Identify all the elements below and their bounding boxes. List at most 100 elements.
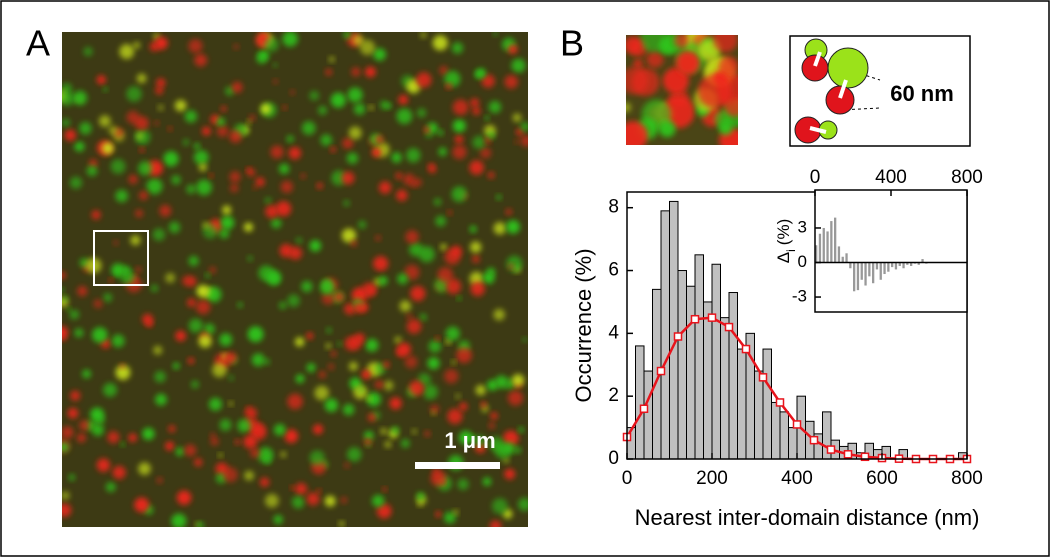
fluorescence-spot xyxy=(348,126,362,140)
fluorescence-spot xyxy=(447,210,453,215)
fluorescence-spot xyxy=(484,115,490,121)
fluorescence-spot xyxy=(490,412,498,420)
fluorescence-spot xyxy=(398,94,409,105)
fluorescence-spot xyxy=(410,285,426,302)
fluorescence-spot xyxy=(273,62,278,68)
fluorescence-spot xyxy=(228,375,234,381)
fluorescence-spot xyxy=(194,458,203,467)
fluorescence-spot xyxy=(358,220,367,229)
fluorescence-spot xyxy=(121,265,131,275)
fluorescence-spot xyxy=(163,151,179,167)
dash xyxy=(854,71,881,81)
fluorescence-spot xyxy=(626,36,642,55)
fluorescence-spot xyxy=(168,425,176,433)
fluorescence-spot xyxy=(286,135,294,143)
fluorescence-spot xyxy=(518,427,524,433)
fluorescence-spot xyxy=(493,308,505,321)
bar xyxy=(860,262,863,280)
bar xyxy=(694,254,704,460)
fluorescence-spot xyxy=(260,103,272,115)
fluorescence-spot xyxy=(626,121,648,145)
fluorescence-spot xyxy=(344,462,350,468)
fluorescence-spot xyxy=(452,145,467,160)
fluorescence-spot xyxy=(79,122,92,135)
fluorescence-spot xyxy=(194,53,208,67)
fluorescence-spot xyxy=(454,135,464,144)
fluorescence-spot xyxy=(108,278,113,283)
fluorescence-spot xyxy=(83,46,93,57)
bar xyxy=(845,253,848,263)
fluorescence-spot xyxy=(374,362,386,374)
fluorescence-spot xyxy=(522,337,528,343)
panel-label: A xyxy=(26,23,50,64)
fluorescence-spot xyxy=(156,477,163,484)
bar xyxy=(771,401,781,460)
fluorescence-spot xyxy=(135,266,142,273)
fluorescence-spot xyxy=(191,380,199,389)
fluorescence-spot xyxy=(69,309,80,320)
fluorescence-spot xyxy=(287,294,300,307)
fluorescence-spot xyxy=(330,146,336,153)
fluorescence-spot xyxy=(290,485,295,490)
fluorescence-spot xyxy=(62,295,68,302)
fluorescence-spot xyxy=(444,70,461,87)
fluorescence-spot xyxy=(432,35,448,51)
fluorescence-spot xyxy=(94,414,105,426)
fit-marker xyxy=(775,398,785,407)
fluorescence-spot xyxy=(105,482,116,493)
fluorescence-spot xyxy=(176,490,192,505)
fluorescence-spot xyxy=(438,147,447,157)
fluorescence-spot xyxy=(384,441,392,448)
fluorescence-spot xyxy=(403,173,416,186)
fluorescence-spot xyxy=(205,273,210,278)
fluorescence-spot xyxy=(341,171,355,185)
fluorescence-spot xyxy=(512,113,522,123)
bar xyxy=(703,301,713,460)
fluorescence-spot xyxy=(347,447,362,462)
fluorescence-spot xyxy=(368,105,374,110)
bar xyxy=(635,345,645,460)
fluorescence-spot xyxy=(210,437,219,446)
fluorescence-spot xyxy=(331,170,347,186)
fluorescence-spot xyxy=(404,264,420,280)
fluorescence-spot xyxy=(273,423,286,436)
x-tick-label: 800 xyxy=(951,167,983,188)
fluorescence-spot xyxy=(197,521,204,527)
fluorescence-spot xyxy=(470,281,485,297)
fluorescence-spot xyxy=(406,313,413,320)
fluorescence-spot xyxy=(320,134,333,146)
fluorescence-spot xyxy=(79,419,90,431)
bar xyxy=(815,245,818,263)
fluorescence-spot xyxy=(126,110,140,124)
fluorescence-spot xyxy=(495,375,508,389)
fluorescence-spot xyxy=(175,447,185,457)
fluorescence-spot xyxy=(382,487,387,492)
fluorescence-spot xyxy=(264,458,271,464)
fluorescence-spot xyxy=(270,217,282,229)
fluorescence-spot xyxy=(457,478,469,490)
fluorescence-spot xyxy=(96,458,111,472)
fluorescence-spot xyxy=(327,363,335,370)
fluorescence-spot xyxy=(247,255,253,262)
bar xyxy=(711,263,721,460)
fluorescence-spot xyxy=(329,56,335,63)
fluorescence-spot xyxy=(72,90,88,106)
fluorescence-spot xyxy=(330,92,346,108)
fluorescence-spot xyxy=(396,108,413,125)
fluorescence-spot xyxy=(76,433,86,443)
fit-marker xyxy=(656,366,666,376)
fluorescence-spot xyxy=(62,271,66,279)
fluorescence-spot xyxy=(487,171,495,179)
fluorescence-spot xyxy=(295,237,303,244)
fluorescence-spot xyxy=(110,159,126,174)
bar xyxy=(720,317,730,460)
y-tick-label: 6 xyxy=(608,260,619,281)
fluorescence-spot xyxy=(62,91,75,106)
fluorescence-spot xyxy=(514,139,519,144)
fluorescence-spot xyxy=(391,426,400,435)
fluorescence-spot xyxy=(346,152,359,164)
fluorescence-spot xyxy=(437,267,454,283)
fit-marker xyxy=(826,445,836,454)
fluorescence-spot xyxy=(62,503,72,517)
